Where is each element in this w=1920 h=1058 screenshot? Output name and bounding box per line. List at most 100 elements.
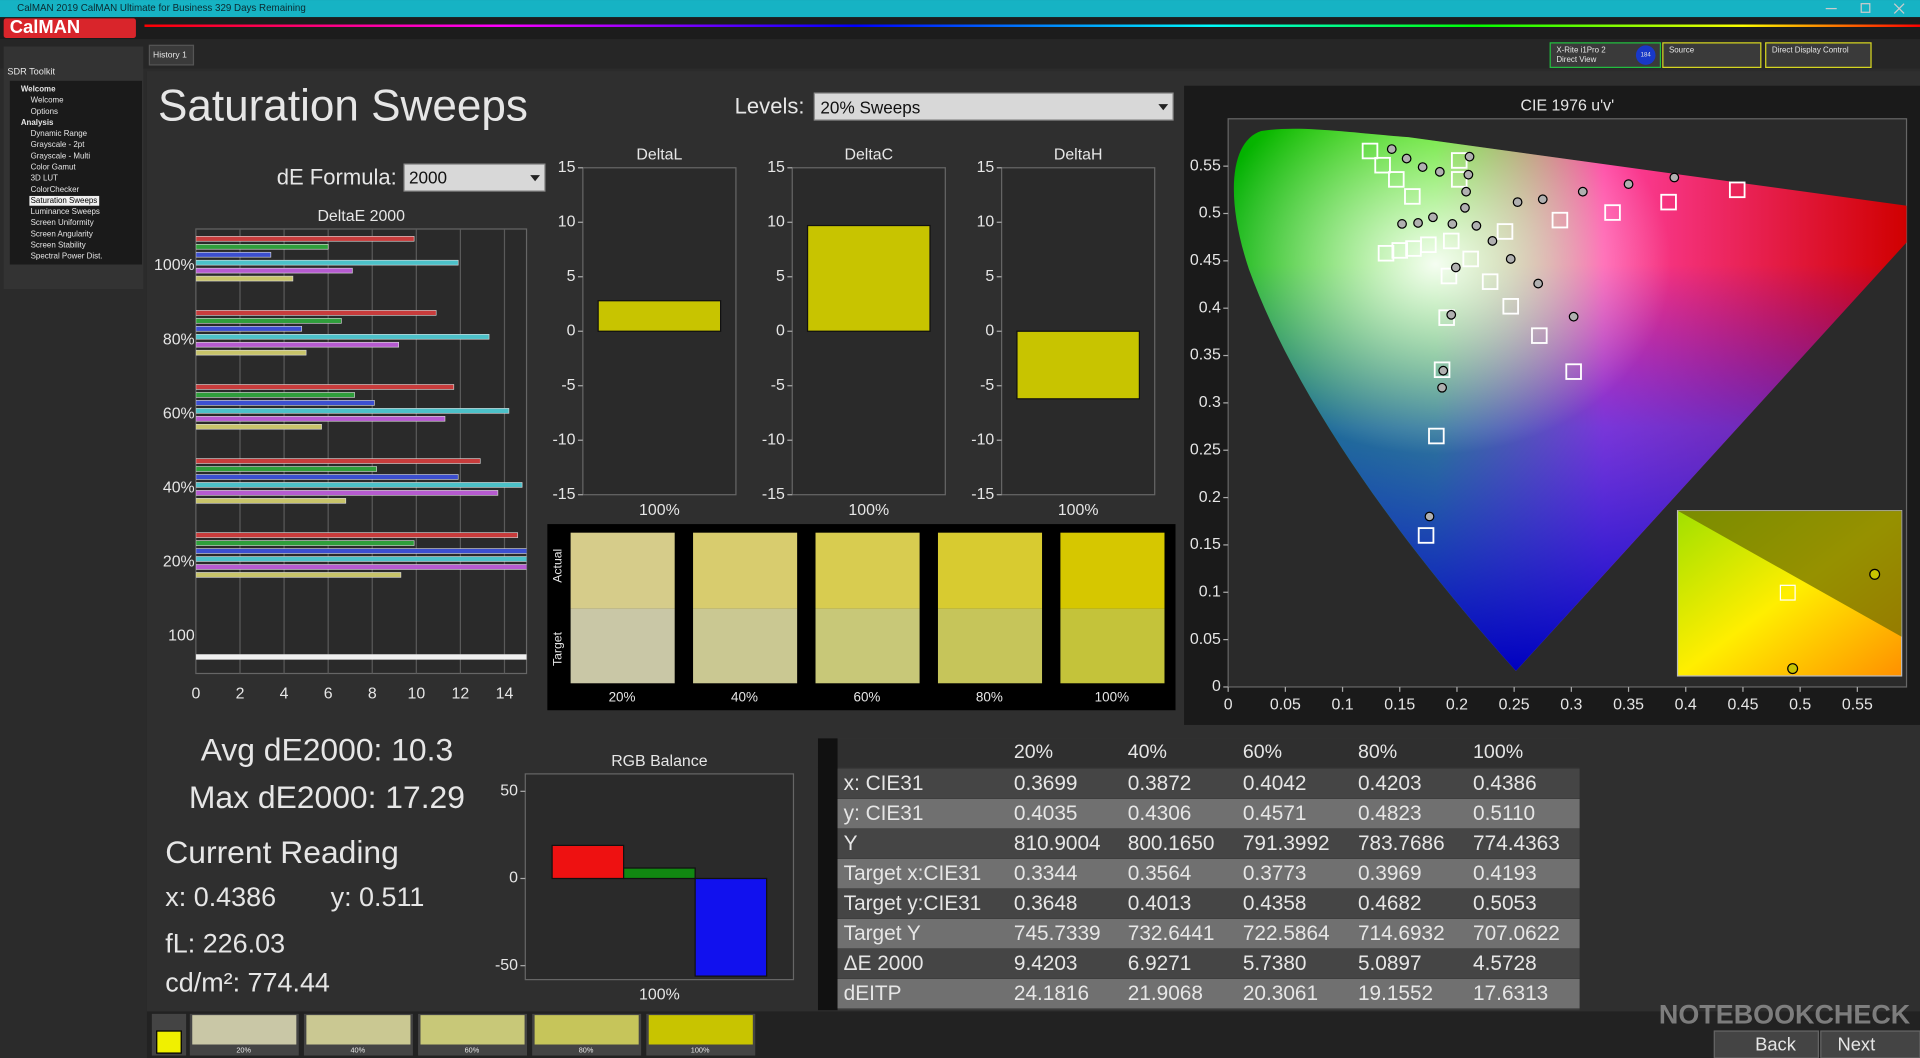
y-tick-label: 50 <box>500 783 518 800</box>
bar <box>195 416 446 422</box>
avg-de: Avg dE2000: 10.3 <box>201 731 453 767</box>
x-tick-label: 14 <box>496 686 514 703</box>
chart-title: CIE 1976 u'v' <box>1521 98 1615 115</box>
sidebar-title: SDR Toolkit <box>7 67 55 77</box>
sidebar-item[interactable]: Spectral Power Dist. <box>31 252 103 261</box>
y-tick-label: 0.5 <box>1199 205 1221 222</box>
inset-reading <box>1787 663 1799 675</box>
reading-title: Current Reading <box>165 834 399 870</box>
bottom-swatch-color <box>306 1015 411 1045</box>
table-row <box>837 799 1580 829</box>
target-point <box>1440 267 1458 285</box>
table-cell: 0.3699 <box>1014 772 1078 795</box>
max-de: Max dE2000: 17.29 <box>189 779 465 815</box>
bar <box>551 844 625 880</box>
measured-point <box>1386 144 1397 154</box>
measured-point <box>1471 220 1482 231</box>
display-panel[interactable] <box>1765 42 1872 68</box>
page-title: Saturation Sweeps <box>158 82 528 131</box>
source-panel[interactable] <box>1662 42 1762 68</box>
y-tick-label: -10 <box>762 431 785 448</box>
target-point <box>1374 156 1391 174</box>
y-tick-label: 0 <box>985 322 994 339</box>
sidebar-item[interactable]: Saturation Sweeps <box>31 196 98 205</box>
sidebar-item[interactable]: Grayscale - Multi <box>31 151 91 160</box>
measured-point <box>1413 218 1423 228</box>
plot-area <box>195 228 528 675</box>
bar <box>195 458 481 464</box>
table-cell: 745.7339 <box>1014 922 1101 945</box>
sidebar-item[interactable]: Welcome <box>31 96 65 105</box>
sidebar-item[interactable]: 3D LUT <box>31 174 58 183</box>
measured-point <box>1428 212 1438 223</box>
bar <box>195 318 342 324</box>
swatch-row-label: Actual <box>551 549 565 583</box>
swatch-label: 40% <box>731 690 758 705</box>
sidebar-item[interactable]: Screen Angularity <box>31 229 93 238</box>
meter-mode: Direct View <box>1556 55 1596 64</box>
y-tick-label: -10 <box>971 431 994 448</box>
swatch-target <box>1060 608 1165 684</box>
bar <box>195 548 527 554</box>
bar <box>597 300 722 332</box>
measured-point <box>1447 219 1458 229</box>
logo-button[interactable] <box>3 18 136 38</box>
measured-point <box>1505 254 1516 264</box>
x-tick-label: 0.4 <box>1675 697 1697 714</box>
sidebar-item[interactable]: Dynamic Range <box>31 129 88 138</box>
bar <box>195 384 455 390</box>
tab-label: History 1 <box>153 49 187 59</box>
levels-dropdown[interactable] <box>813 92 1174 121</box>
swatch-label: 100% <box>1095 690 1129 705</box>
sidebar-item[interactable]: Screen Uniformity <box>31 218 94 227</box>
y-tick-label: 10 <box>977 213 995 230</box>
bar <box>195 251 272 258</box>
target-point <box>1404 188 1421 205</box>
table-cell: y: CIE31 <box>844 802 924 825</box>
table-row <box>837 979 1580 1009</box>
table-cell: 791.3992 <box>1243 832 1330 855</box>
sidebar-item[interactable]: Grayscale - 2pt <box>31 140 86 149</box>
swatch-target <box>693 608 798 684</box>
table-cell: 19.1552 <box>1358 982 1433 1005</box>
x-tick-label: 0.1 <box>1331 697 1353 714</box>
bar <box>195 424 322 430</box>
bottom-swatch-label: 40% <box>350 1046 365 1055</box>
bar <box>195 236 415 242</box>
y-tick-label: 0.1 <box>1199 583 1221 600</box>
back-button[interactable] <box>1713 1030 1819 1058</box>
y-tick-label: 15 <box>977 159 995 176</box>
rainbow-line <box>144 24 1920 27</box>
table-row <box>837 769 1580 799</box>
reading-y: y: 0.511 <box>331 882 425 912</box>
window-controls[interactable] <box>1825 3 1905 14</box>
y-tick-label: -5 <box>771 377 785 394</box>
table-header-cell: 100% <box>1473 741 1523 763</box>
sidebar-item[interactable]: Analysis <box>21 118 54 127</box>
table-cell: 722.5864 <box>1243 922 1330 945</box>
sidebar-item[interactable]: Screen Stability <box>31 241 86 250</box>
bottom-swatch-color <box>192 1015 297 1045</box>
y-tick-label: 0.05 <box>1190 631 1221 648</box>
y-tick-label: -15 <box>762 486 785 503</box>
measured-point <box>1623 179 1634 190</box>
bottom-swatch-color <box>648 1015 753 1045</box>
table-gutter <box>817 738 838 1011</box>
sidebar-item[interactable]: Options <box>31 107 58 116</box>
next-button[interactable] <box>1820 1030 1920 1058</box>
formula-dropdown[interactable] <box>403 163 546 192</box>
target-point <box>1551 211 1569 229</box>
measured-point <box>1568 311 1579 322</box>
tab[interactable] <box>148 44 195 66</box>
measured-point <box>1669 172 1680 183</box>
target-point <box>1531 327 1548 344</box>
x-tick-label: 0.45 <box>1727 697 1758 714</box>
sidebar-item[interactable]: Luminance Sweeps <box>31 207 100 216</box>
sidebar-item[interactable]: ColorChecker <box>31 185 80 194</box>
x-tick-label: 0.05 <box>1270 697 1301 714</box>
bar <box>195 564 527 570</box>
sidebar-item[interactable]: Color Gamut <box>31 163 77 172</box>
sidebar-item[interactable]: Welcome <box>21 85 56 94</box>
reading-x: x: 0.4386 <box>165 882 276 912</box>
y-tick-label: -10 <box>553 431 576 448</box>
